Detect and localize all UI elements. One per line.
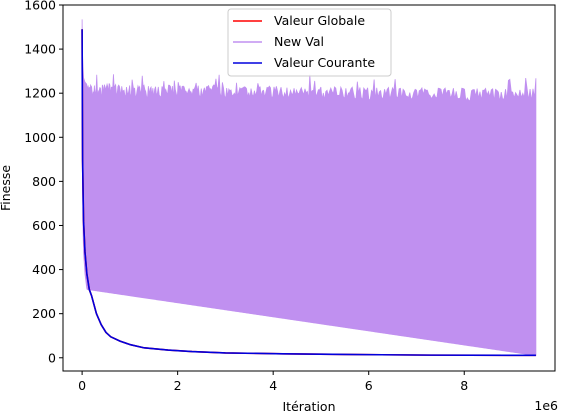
y-tick-label: 200 <box>32 306 56 321</box>
y-tick-label: 400 <box>32 262 56 277</box>
series-new-val <box>81 19 537 357</box>
legend-label-valeur-globale: Valeur Globale <box>274 13 365 28</box>
plot-area-frame <box>62 4 556 372</box>
y-tick-label: 1200 <box>24 86 56 101</box>
x-tick-label: 2 <box>174 378 182 393</box>
y-tick-label: 600 <box>32 218 56 233</box>
x-axis-label: Itération <box>282 399 335 413</box>
x-tick-label: 0 <box>78 378 86 393</box>
x-tick-label: 4 <box>269 378 277 393</box>
legend-label-valeur-courante: Valeur Courante <box>274 55 375 70</box>
legend: Valeur Globale New Val Valeur Courante <box>227 8 392 77</box>
y-tick-label: 1000 <box>24 130 56 145</box>
y-tick-label: 0 <box>48 350 56 365</box>
legend-box <box>227 8 392 77</box>
x-tick-label: 6 <box>365 378 373 393</box>
y-tick-label: 1600 <box>24 0 56 13</box>
y-axis-label: Finesse <box>0 165 13 211</box>
legend-label-new-val: New Val <box>274 34 324 49</box>
series-valeur-courante <box>81 29 536 357</box>
x-offset-label: 1e6 <box>534 398 558 413</box>
y-tick-label: 1400 <box>24 42 56 57</box>
x-tick-label: 8 <box>460 378 468 393</box>
y-tick-label: 800 <box>32 174 56 189</box>
